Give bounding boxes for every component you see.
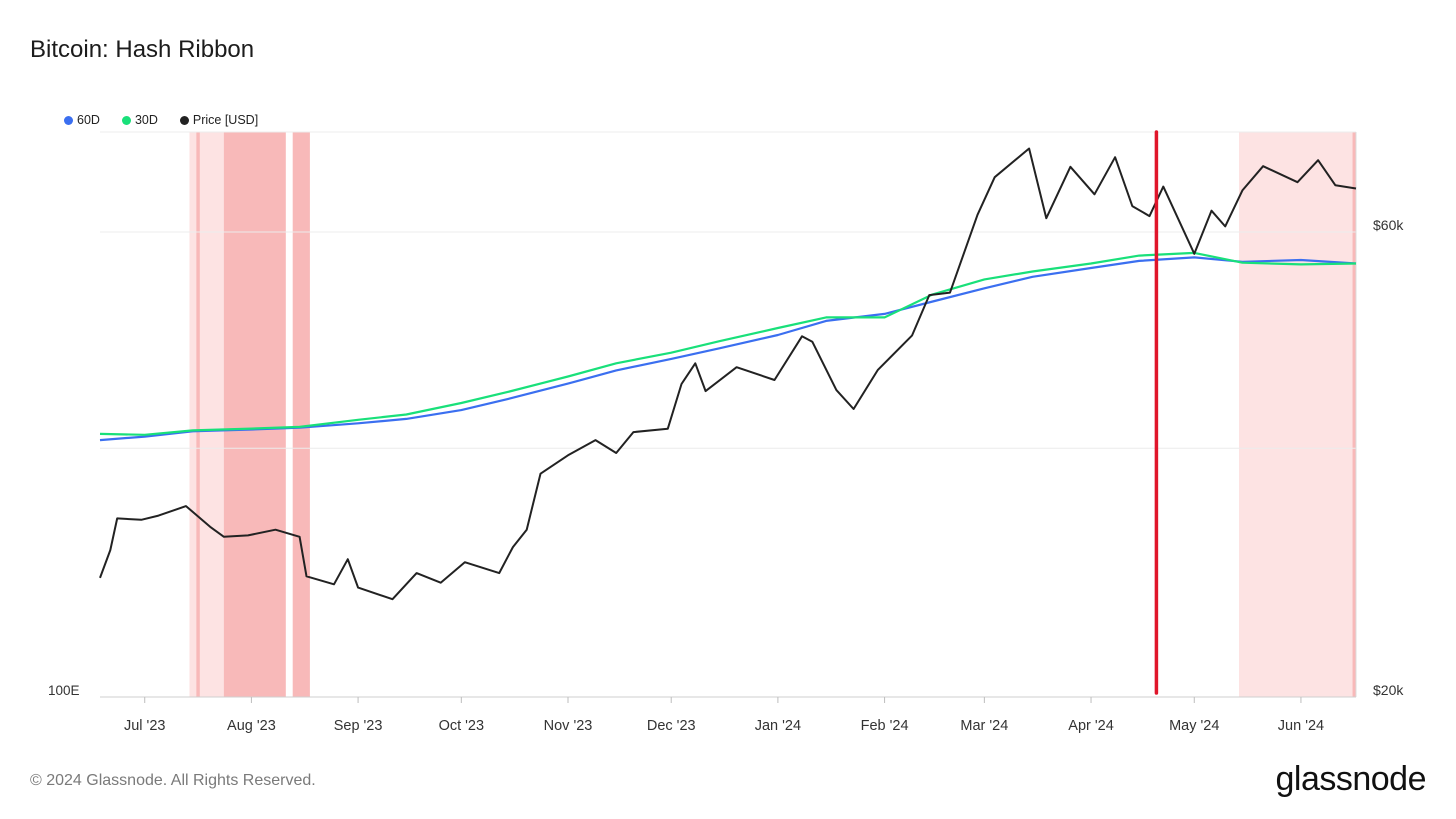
series-line-price	[99, 147, 1357, 601]
chart-title: Bitcoin: Hash Ribbon	[30, 36, 255, 63]
legend-label-60d: 60D	[77, 113, 100, 127]
axes: Jul '23 Aug '23 Sep '23 Oct '23 Nov '23 Dec '…	[48, 217, 1404, 734]
x-tick-label-11: Jun '24	[1278, 718, 1324, 734]
x-tick-label-0: Jul '23	[124, 718, 165, 734]
legend-dot-60d	[64, 115, 73, 125]
legend-dot-price	[179, 115, 189, 125]
x-tick-label-10: May '24	[1169, 718, 1219, 734]
shaded-period-1	[196, 132, 200, 697]
x-tick-label-6: Jan '24	[755, 718, 801, 734]
capitulation-bands	[189, 132, 1356, 697]
legend-dot-30d	[121, 115, 131, 125]
x-tick-label-5: Dec '23	[647, 718, 696, 734]
legend-item-price[interactable]: Price [USD]	[179, 113, 259, 127]
x-tick-label-4: Nov '23	[544, 718, 593, 734]
x-tick-label-9: Apr '24	[1068, 718, 1114, 734]
left-axis-label: 100E	[48, 683, 80, 698]
legend: 60D 30D Price [USD]	[64, 113, 258, 127]
glassnode-logo[interactable]: glassnode	[1275, 760, 1426, 798]
series-lines	[99, 130, 1357, 695]
right-axis-label-0: $20k	[1373, 682, 1404, 698]
legend-item-60d[interactable]: 60D	[64, 113, 100, 127]
shaded-period-2	[223, 132, 286, 697]
x-tick-label-8: Mar '24	[960, 718, 1008, 734]
series-line-30d	[99, 251, 1357, 436]
x-tick-label-3: Oct '23	[439, 718, 484, 734]
shaded-period-4	[1239, 132, 1356, 697]
legend-item-30d[interactable]: 30D	[121, 113, 158, 127]
gridlines	[100, 131, 1357, 698]
legend-label-30d: 30D	[134, 113, 158, 127]
right-axis-label-1: $60k	[1373, 217, 1404, 233]
x-tick-label-1: Aug '23	[227, 718, 276, 734]
shaded-period-5	[1352, 132, 1356, 697]
shaded-period-3	[292, 132, 310, 697]
legend-label-price: Price [USD]	[192, 113, 259, 127]
copyright: © 2024 Glassnode. All Rights Reserved.	[30, 772, 316, 789]
x-tick-label-2: Sep '23	[334, 718, 383, 734]
x-tick-label-7: Feb '24	[861, 718, 909, 734]
series-line-60d	[99, 256, 1357, 442]
